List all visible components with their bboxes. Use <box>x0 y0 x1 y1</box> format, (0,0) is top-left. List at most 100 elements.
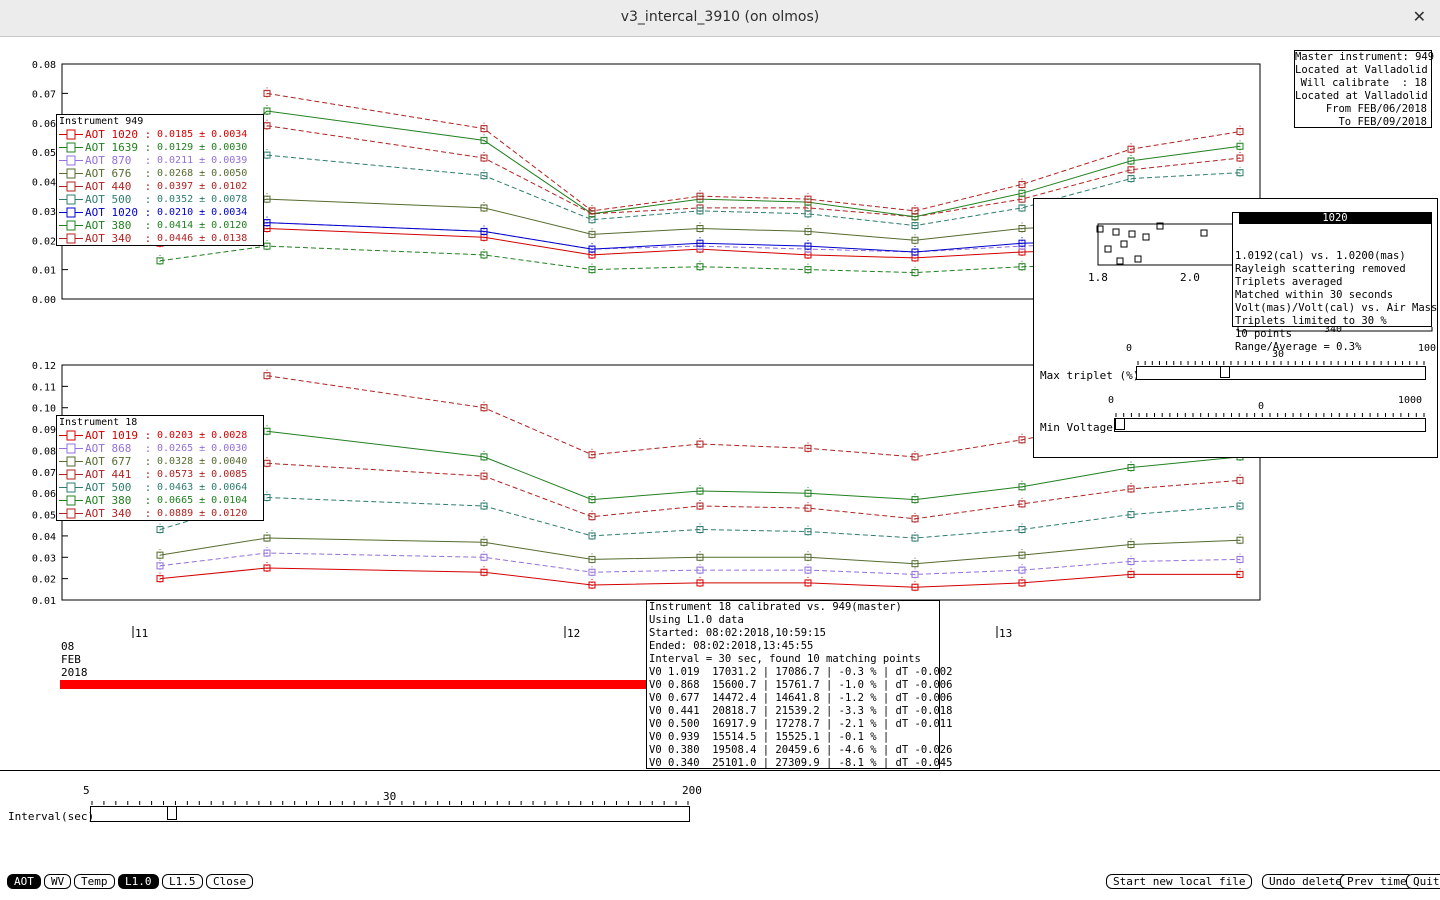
bot-point-marker <box>480 538 488 546</box>
bottom-axis-tick-label: 0.03 <box>32 553 56 564</box>
legend-label: AOT 1639 : <box>85 141 152 154</box>
top-point-marker <box>1018 189 1026 197</box>
action-button-quit[interactable]: Quit <box>1406 874 1440 889</box>
legend-label: AOT 1019 : <box>85 429 152 442</box>
mini-point-marker <box>1134 255 1142 263</box>
bot-point-marker <box>263 534 271 542</box>
legend-label: AOT 677 : <box>85 455 152 468</box>
master-info-line: Located at Valladolid <box>1295 90 1428 102</box>
mode-button-aot[interactable]: AOT <box>7 874 41 889</box>
top-point-marker <box>696 225 704 232</box>
date-tick-label-12: 12 <box>567 627 580 640</box>
legend-row: AOT 340 : 0.0889 ± 0.0120 <box>57 507 263 520</box>
top-point-marker <box>588 230 596 238</box>
mini-point-marker <box>1128 230 1136 238</box>
calibration-line: V0 0.677 14472.4 | 14641.8 | -1.2 % | dT… <box>649 692 953 704</box>
fit-info-line: Matched within 30 seconds <box>1235 289 1394 301</box>
bot-point-marker <box>263 549 271 557</box>
legend-marker-icon <box>59 167 83 180</box>
action-button-prev-time[interactable]: Prev time <box>1340 874 1414 889</box>
close-icon[interactable]: ✕ <box>1412 7 1426 26</box>
legend-label: AOT 340 : <box>85 507 152 520</box>
bot-point-marker <box>263 564 271 572</box>
interval-tick-200: 200 <box>682 784 702 797</box>
legend-marker-icon <box>59 141 83 154</box>
bot-point-marker <box>480 404 488 412</box>
fit-info-line: Rayleigh scattering removed <box>1235 263 1406 275</box>
legend-value: 0.0203 ± 0.0028 <box>157 430 248 441</box>
bot-point-marker <box>804 504 812 512</box>
bot-point-marker <box>263 427 271 435</box>
top-axis-tick-label: 0.07 <box>32 89 56 100</box>
legend-title: Instrument 18 <box>59 417 138 428</box>
bot-point-marker <box>263 459 271 467</box>
top-point-marker <box>588 207 596 215</box>
mini-x-tick-2: 2.0 <box>1180 271 1200 284</box>
legend-marker-icon <box>59 193 83 206</box>
bot-point-marker <box>1127 570 1135 578</box>
legend-marker-icon <box>59 128 83 141</box>
top-point-marker <box>480 125 488 133</box>
top-point-marker <box>1236 169 1244 177</box>
top-point-marker <box>263 242 271 250</box>
top-point-marker <box>588 266 596 274</box>
max-triplet-slider[interactable] <box>1136 361 1426 380</box>
max-triplet-label: Max triplet (%) <box>1040 369 1140 382</box>
mode-button-l15[interactable]: L1.5 <box>162 874 203 889</box>
slider-handle[interactable] <box>1115 418 1125 430</box>
interval-tick-5: 5 <box>83 784 90 797</box>
legend-instrument-18: Instrument 18 AOT 1019 : 0.0203 ± 0.0028 A… <box>56 415 264 521</box>
slider-handle[interactable] <box>1220 366 1231 378</box>
bot-point-marker <box>804 553 812 561</box>
bot-point-marker <box>911 515 919 523</box>
slider-handle[interactable] <box>167 806 177 820</box>
legend-marker-icon <box>59 442 83 455</box>
mode-button-l10[interactable]: L1.0 <box>118 874 159 889</box>
top-point-marker <box>911 236 919 244</box>
top-point-marker <box>911 207 919 215</box>
top-axis-tick-label: 0.06 <box>32 119 56 130</box>
bot-point-marker <box>911 560 919 568</box>
bot-point-marker <box>696 553 704 561</box>
mini-point-marker <box>1104 245 1112 253</box>
bot-point-marker <box>480 568 488 576</box>
bot-point-marker <box>1018 551 1026 559</box>
bot-point-marker <box>1236 555 1244 563</box>
top-point-marker <box>1236 128 1244 136</box>
legend-label: AOT 676 : <box>85 167 152 180</box>
top-point-marker <box>911 269 919 277</box>
interval-slider[interactable] <box>90 801 690 822</box>
legend-value: 0.0328 ± 0.0040 <box>157 456 248 467</box>
calibration-line: Interval = 30 sec, found 10 matching poi… <box>649 653 921 665</box>
date-tick-label-13: 13 <box>999 627 1012 640</box>
bot-point-marker <box>588 513 596 521</box>
mode-button-wv[interactable]: WV <box>44 874 72 889</box>
action-button-start-new-local-file[interactable]: Start new local file <box>1106 874 1253 889</box>
control-area-divider <box>0 770 1440 771</box>
top-axis-tick-label: 0.01 <box>32 266 56 277</box>
bot-point-marker <box>911 570 919 578</box>
action-button-undo-delete[interactable]: Undo delete <box>1262 874 1349 889</box>
legend-row: AOT 440 : 0.0397 ± 0.0102 <box>57 180 263 193</box>
mode-button-temp[interactable]: Temp <box>74 874 115 889</box>
calibration-line: Instrument 18 calibrated vs. 949(master) <box>649 601 902 613</box>
bottom-axis-tick-label: 0.06 <box>32 489 56 500</box>
fit-info-line: Range/Average = 0.3% <box>1235 341 1362 353</box>
bot-point-marker <box>480 472 488 480</box>
bottom-axis-tick-label: 0.07 <box>32 468 56 479</box>
window-titlebar: v3_intercal_3910 (on olmos) ✕ <box>0 0 1440 37</box>
legend-value: 0.0665 ± 0.0104 <box>157 495 248 506</box>
bot-point-marker <box>588 496 596 504</box>
top-axis-tick-label: 0.05 <box>32 148 56 159</box>
fit-info-line: 10 points <box>1235 328 1292 340</box>
calibration-line: Ended: 08:02:2018,13:45:55 <box>649 640 814 652</box>
top-point-marker <box>911 222 919 230</box>
legend-value: 0.0210 ± 0.0034 <box>157 207 248 218</box>
top-point-marker <box>480 204 488 212</box>
legend-label: AOT 500 : <box>85 193 152 206</box>
top-axis-tick-label: 0.08 <box>32 60 56 71</box>
top-point-marker <box>1127 157 1135 165</box>
min-voltage-slider[interactable] <box>1114 413 1426 432</box>
legend-marker-icon <box>59 429 83 442</box>
mode-button-close[interactable]: Close <box>206 874 254 889</box>
